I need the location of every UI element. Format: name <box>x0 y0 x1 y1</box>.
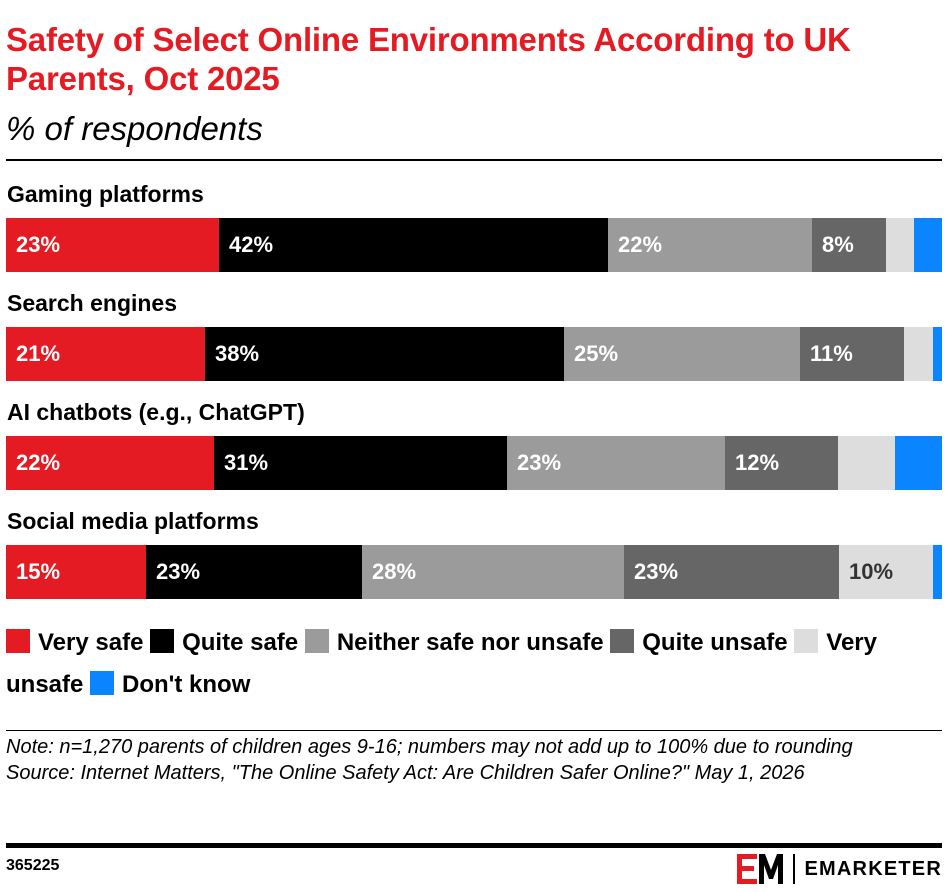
bar-segment: 42% <box>219 218 608 272</box>
legend-label: Don't know <box>122 671 251 698</box>
category-label: Gaming platforms <box>7 181 204 207</box>
legend-swatch <box>150 629 175 653</box>
bar-segment: 23% <box>146 545 362 599</box>
data-label: 11% <box>810 341 853 366</box>
legend-swatch <box>90 671 115 695</box>
bottom-divider <box>6 843 942 848</box>
footnotes: Note: n=1,270 parents of children ages 9… <box>6 734 936 786</box>
stacked-bar: 15% 23% 28% 23% 10% <box>6 545 942 599</box>
logo-separator <box>792 854 795 884</box>
bar-segment: 38% <box>205 327 564 381</box>
data-label: 12% <box>735 450 780 475</box>
bar-segment: 22% <box>608 218 812 272</box>
data-label: 23% <box>156 559 201 584</box>
data-label: 28% <box>372 559 417 584</box>
legend-swatch <box>304 629 329 653</box>
legend-label: Very unsafe <box>6 629 877 698</box>
data-label: 15% <box>16 559 61 584</box>
category-label: Search engines <box>7 290 178 316</box>
bar-segment: 23% <box>624 545 839 599</box>
bar-segment: 22% <box>6 436 214 490</box>
bar-segment <box>886 218 914 272</box>
bar-segment: 15% <box>6 545 146 599</box>
data-label: 21% <box>16 341 61 366</box>
chart-id: 365225 <box>6 857 60 874</box>
legend-swatch <box>610 629 635 653</box>
note-text: Note: n=1,270 parents of children ages 9… <box>6 736 853 758</box>
bar-segment <box>914 218 942 272</box>
legend-swatch <box>6 629 30 653</box>
legend-item: Quite unsafe <box>610 629 788 656</box>
bar-segment: 11% <box>800 327 904 381</box>
bar-segment <box>838 436 895 490</box>
category-label: AI chatbots (e.g., ChatGPT) <box>7 399 305 425</box>
bar-segment: 28% <box>362 545 624 599</box>
legend-label: Neither safe nor unsafe <box>336 629 604 656</box>
legend-item: Quite safe <box>150 629 298 656</box>
bar-segment: 23% <box>6 218 219 272</box>
note-divider <box>6 730 942 731</box>
bar-segment: 23% <box>507 436 725 490</box>
legend-item: Very safe <box>6 629 143 656</box>
legend-item: Very unsafe <box>6 629 877 698</box>
stacked-bar: 23% 42% 22% 8% <box>6 218 942 272</box>
data-label: 31% <box>224 450 269 475</box>
data-label: 42% <box>229 232 274 257</box>
bar-segment <box>933 545 942 599</box>
bar-segment <box>904 327 933 381</box>
em-logo-icon <box>736 854 783 884</box>
bar-segment <box>933 327 942 381</box>
legend-swatch <box>794 629 819 653</box>
bar-segment: 21% <box>6 327 205 381</box>
data-label: 10% <box>849 559 894 584</box>
legend-item: Neither safe nor unsafe <box>304 629 604 656</box>
data-label: 22% <box>618 232 663 257</box>
bar-segment: 31% <box>214 436 507 490</box>
stacked-bar: 22% 31% 23% 12% <box>6 436 942 490</box>
data-label: 23% <box>517 450 562 475</box>
data-label: 8% <box>822 232 854 257</box>
bar-segment: 25% <box>564 327 800 381</box>
top-divider <box>6 159 942 161</box>
legend-label: Quite safe <box>182 629 299 656</box>
bar-segment: 12% <box>725 436 838 490</box>
data-label: 22% <box>16 450 61 475</box>
legend-label: Very safe <box>38 629 144 656</box>
legend: Very safe Quite safe Neither safe nor un… <box>6 622 936 706</box>
bar-segment: 10% <box>839 545 933 599</box>
bar-segment <box>895 436 942 490</box>
chart-subtitle: % of respondents <box>6 110 263 147</box>
data-label: 23% <box>634 559 679 584</box>
legend-item: Don't know <box>90 671 250 698</box>
data-label: 23% <box>16 232 61 257</box>
source-text: Source: Internet Matters, "The Online Sa… <box>6 762 805 784</box>
data-label: 38% <box>215 341 260 366</box>
stacked-bar: 21% 38% 25% 11% <box>6 327 942 381</box>
bar-segment: 8% <box>812 218 886 272</box>
brand-name: EMARKETER <box>804 857 942 880</box>
legend-label: Quite unsafe <box>642 629 788 656</box>
data-label: 25% <box>574 341 619 366</box>
chart-title: Safety of Select Online Environments Acc… <box>6 21 851 97</box>
category-label: Social media platforms <box>7 508 259 534</box>
emarketer-logo: EMARKETER <box>736 852 942 886</box>
